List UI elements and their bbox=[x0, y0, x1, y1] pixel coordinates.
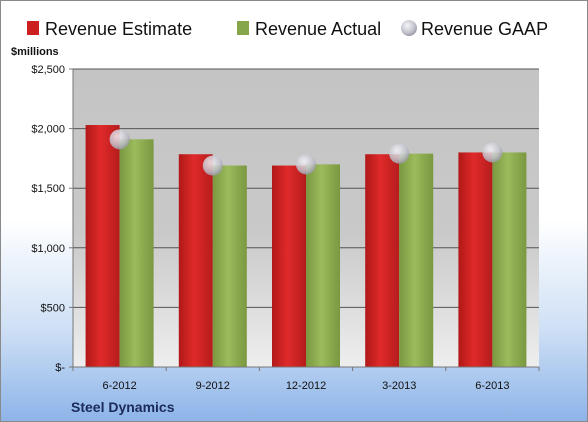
y-tick-label: $1,000 bbox=[31, 243, 65, 255]
marker-revenue-gaap-6-2013 bbox=[482, 142, 503, 163]
x-axis-ticks: 6-2012 9-2012 12-2012 3-2013 6-2013 bbox=[72, 367, 540, 392]
marker-revenue-gaap-3-2013 bbox=[389, 143, 410, 164]
bars bbox=[85, 125, 527, 367]
x-tick-label: 12-2012 bbox=[286, 380, 326, 392]
bar-revenue-actual-6-2012 bbox=[119, 139, 154, 367]
marker-revenue-gaap-9-2012 bbox=[202, 155, 223, 176]
legend-swatch-revenue-estimate bbox=[27, 21, 39, 35]
bar-revenue-estimate-6-2012 bbox=[85, 125, 120, 367]
x-tick-label: 6-2012 bbox=[102, 380, 136, 392]
legend: Revenue Estimate Revenue Actual Revenue … bbox=[27, 19, 548, 39]
y-tick-label: $2,000 bbox=[31, 124, 65, 136]
legend-marker-revenue-gaap bbox=[401, 20, 417, 36]
bar-revenue-estimate-9-2012 bbox=[178, 154, 213, 367]
legend-swatch-revenue-actual bbox=[237, 21, 249, 35]
bar-revenue-estimate-3-2013 bbox=[365, 154, 400, 367]
y-tick-label: $- bbox=[55, 362, 65, 374]
bar-revenue-estimate-12-2012 bbox=[272, 165, 306, 367]
y-tick-label: $2,500 bbox=[31, 64, 65, 76]
bar-revenue-actual-3-2013 bbox=[399, 153, 434, 367]
y-unit-label: $millions bbox=[11, 46, 59, 58]
legend-label-revenue-gaap: Revenue GAAP bbox=[421, 19, 548, 39]
y-tick-label: $1,500 bbox=[31, 183, 65, 195]
x-tick-label: 9-2012 bbox=[196, 380, 230, 392]
marker-revenue-gaap-12-2012 bbox=[296, 154, 316, 175]
legend-label-revenue-actual: Revenue Actual bbox=[255, 19, 381, 39]
bar-revenue-actual-12-2012 bbox=[306, 164, 340, 367]
legend-label-revenue-estimate: Revenue Estimate bbox=[45, 19, 192, 39]
gaap-markers bbox=[109, 129, 503, 176]
x-tick-label: 6-2013 bbox=[475, 380, 509, 392]
marker-revenue-gaap-6-2012 bbox=[109, 129, 130, 150]
y-tick-label: $500 bbox=[41, 302, 65, 314]
y-axis-ticks: $- $500 $1,000 $1,500 $2,000 $2,500 bbox=[31, 64, 73, 374]
company-label: Steel Dynamics bbox=[71, 399, 175, 415]
bar-revenue-estimate-6-2013 bbox=[458, 152, 493, 367]
bar-revenue-actual-6-2013 bbox=[492, 152, 527, 367]
x-tick-label: 3-2013 bbox=[382, 380, 416, 392]
bar-revenue-actual-9-2012 bbox=[212, 165, 247, 367]
